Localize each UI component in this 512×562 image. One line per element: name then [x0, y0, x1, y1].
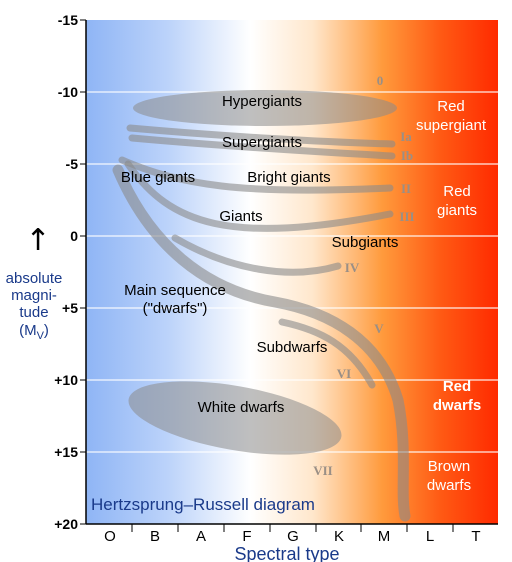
- x-tick-label: K: [334, 528, 344, 545]
- class-label: Ia: [400, 129, 412, 144]
- x-tick-marks: [131, 524, 454, 532]
- white-dwarfs-label: White dwarfs: [198, 399, 285, 416]
- main-sequence-label: Main sequence: [124, 282, 226, 299]
- y-axis-title-line: absolute: [6, 270, 63, 287]
- subgiant-band: [171, 234, 342, 276]
- side-labels: Red supergiant Red giants Red dwarfs Bro…: [416, 98, 487, 494]
- y-tick-label: -5: [66, 156, 79, 172]
- red-giants-label: Red: [443, 183, 471, 200]
- supergiants-label: Supergiants: [222, 134, 302, 151]
- x-tick-label: B: [150, 528, 160, 545]
- class-label: VI: [337, 366, 351, 381]
- class-label: III: [399, 209, 414, 224]
- y-tick-label: +5: [62, 300, 78, 316]
- bright-giants-label: Bright giants: [247, 169, 330, 186]
- y-axis-symbol: (MV): [19, 322, 49, 342]
- brown-dwarfs-label: dwarfs: [427, 477, 471, 494]
- hypergiants-label: Hypergiants: [222, 93, 302, 110]
- white-dwarf-region: [128, 381, 342, 455]
- x-axis-title: Spectral type: [234, 544, 339, 562]
- x-tick-labels: O B A F G K M L T: [104, 528, 480, 545]
- giants-label: Giants: [219, 208, 262, 225]
- x-tick-label: O: [104, 528, 116, 545]
- red-supergiant-label: Red: [437, 98, 465, 115]
- x-tick-label: M: [378, 528, 391, 545]
- y-axis-symbol-v: V: [37, 330, 45, 342]
- x-tick-label: F: [242, 528, 251, 545]
- class-label: 0: [377, 73, 384, 88]
- y-axis-symbol-m: M: [24, 322, 37, 339]
- red-dwarfs-label: dwarfs: [433, 397, 481, 414]
- subdwarf-band: [278, 318, 376, 389]
- hypergiant-region: [133, 90, 397, 126]
- red-giants-label: giants: [437, 202, 477, 219]
- red-supergiant-label: supergiant: [416, 117, 487, 134]
- x-tick-label: T: [471, 528, 480, 545]
- main-sequence-sublabel: ("dwarfs"): [143, 300, 208, 317]
- class-label: Ib: [401, 148, 413, 163]
- bright-giant-band: [118, 156, 394, 194]
- y-tick-label: 0: [70, 228, 78, 244]
- main-sequence-band: [112, 164, 411, 522]
- y-tick-label: +20: [54, 516, 78, 532]
- star-regions: [112, 90, 411, 522]
- supergiant-ia-band: [126, 124, 396, 148]
- y-axis-title-line: tude: [19, 304, 48, 321]
- x-tick-label: G: [287, 528, 299, 545]
- region-labels: Hypergiants Supergiants Blue giants Brig…: [121, 93, 398, 416]
- red-dwarfs-label: Red: [443, 378, 471, 395]
- luminosity-classes: 0 Ia Ib II III IV V VI VII: [313, 73, 414, 478]
- subdwarfs-label: Subdwarfs: [257, 339, 328, 356]
- class-label: II: [401, 181, 411, 196]
- x-tick-label: A: [196, 528, 206, 545]
- diagram-title: Hertzsprung–Russell diagram: [91, 495, 315, 514]
- class-label: IV: [345, 260, 360, 275]
- subgiants-label: Subgiants: [332, 234, 399, 251]
- y-tick-marks: [80, 19, 86, 525]
- class-label: VII: [313, 463, 333, 478]
- blue-giants-label: Blue giants: [121, 169, 195, 186]
- supergiant-ib-band: [128, 134, 396, 160]
- class-label: V: [374, 321, 384, 336]
- y-tick-label: -10: [58, 84, 78, 100]
- y-tick-label: -15: [58, 12, 78, 28]
- y-tick-label: +10: [54, 372, 78, 388]
- y-tick-label: +15: [54, 444, 78, 460]
- y-tick-labels: -15 -10 -5 0 +5 +10 +15 +20: [54, 12, 78, 532]
- up-arrow-icon: ↑: [25, 223, 50, 258]
- y-axis-title: ↑ absolute magni- tude (MV): [6, 223, 63, 342]
- giant-band: [124, 160, 394, 232]
- brown-dwarfs-label: Brown: [428, 458, 471, 475]
- x-tick-label: L: [426, 528, 434, 545]
- y-axis-title-line: magni-: [11, 287, 57, 304]
